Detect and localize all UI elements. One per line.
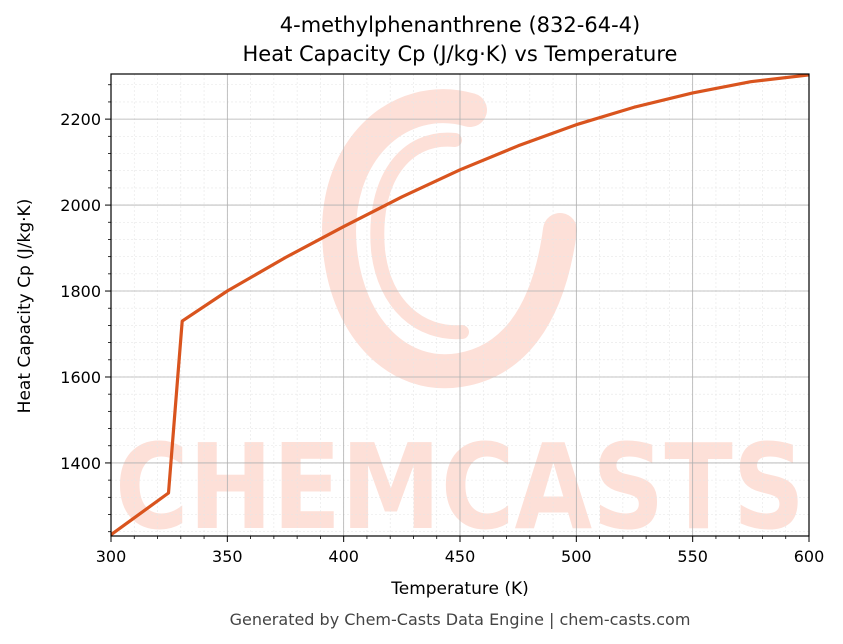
chart-subtitle: Heat Capacity Cp (J/kg·K) vs Temperature [243, 42, 678, 66]
x-axis-label: Temperature (K) [390, 579, 529, 599]
x-tick-label: 350 [212, 547, 243, 566]
y-tick-label: 1600 [60, 368, 101, 387]
x-tick-label: 400 [328, 547, 359, 566]
chart-title: 4-methylphenanthrene (832-64-4) [280, 13, 640, 37]
x-axis-ticks: 300 350 400 450 500 550 600 [96, 536, 825, 566]
y-axis-label: Heat Capacity Cp (J/kg·K) [15, 199, 35, 414]
y-tick-label: 2200 [60, 110, 101, 129]
series-layer [111, 74, 809, 536]
footer-credit: Generated by Chem-Casts Data Engine | ch… [230, 610, 691, 629]
y-tick-label: 1800 [60, 282, 101, 301]
heat-capacity-line [111, 74, 809, 536]
y-tick-label: 2000 [60, 196, 101, 215]
x-tick-label: 450 [445, 547, 476, 566]
watermark-swirl-inner [370, 132, 469, 340]
x-tick-label: 600 [794, 547, 825, 566]
watermark-swirl [322, 89, 577, 389]
x-tick-label: 550 [677, 547, 708, 566]
y-axis-ticks: 1400 1600 1800 2000 2200 [60, 84, 111, 533]
x-tick-label: 300 [96, 547, 127, 566]
x-tick-label: 500 [561, 547, 592, 566]
y-tick-label: 1400 [60, 454, 101, 473]
